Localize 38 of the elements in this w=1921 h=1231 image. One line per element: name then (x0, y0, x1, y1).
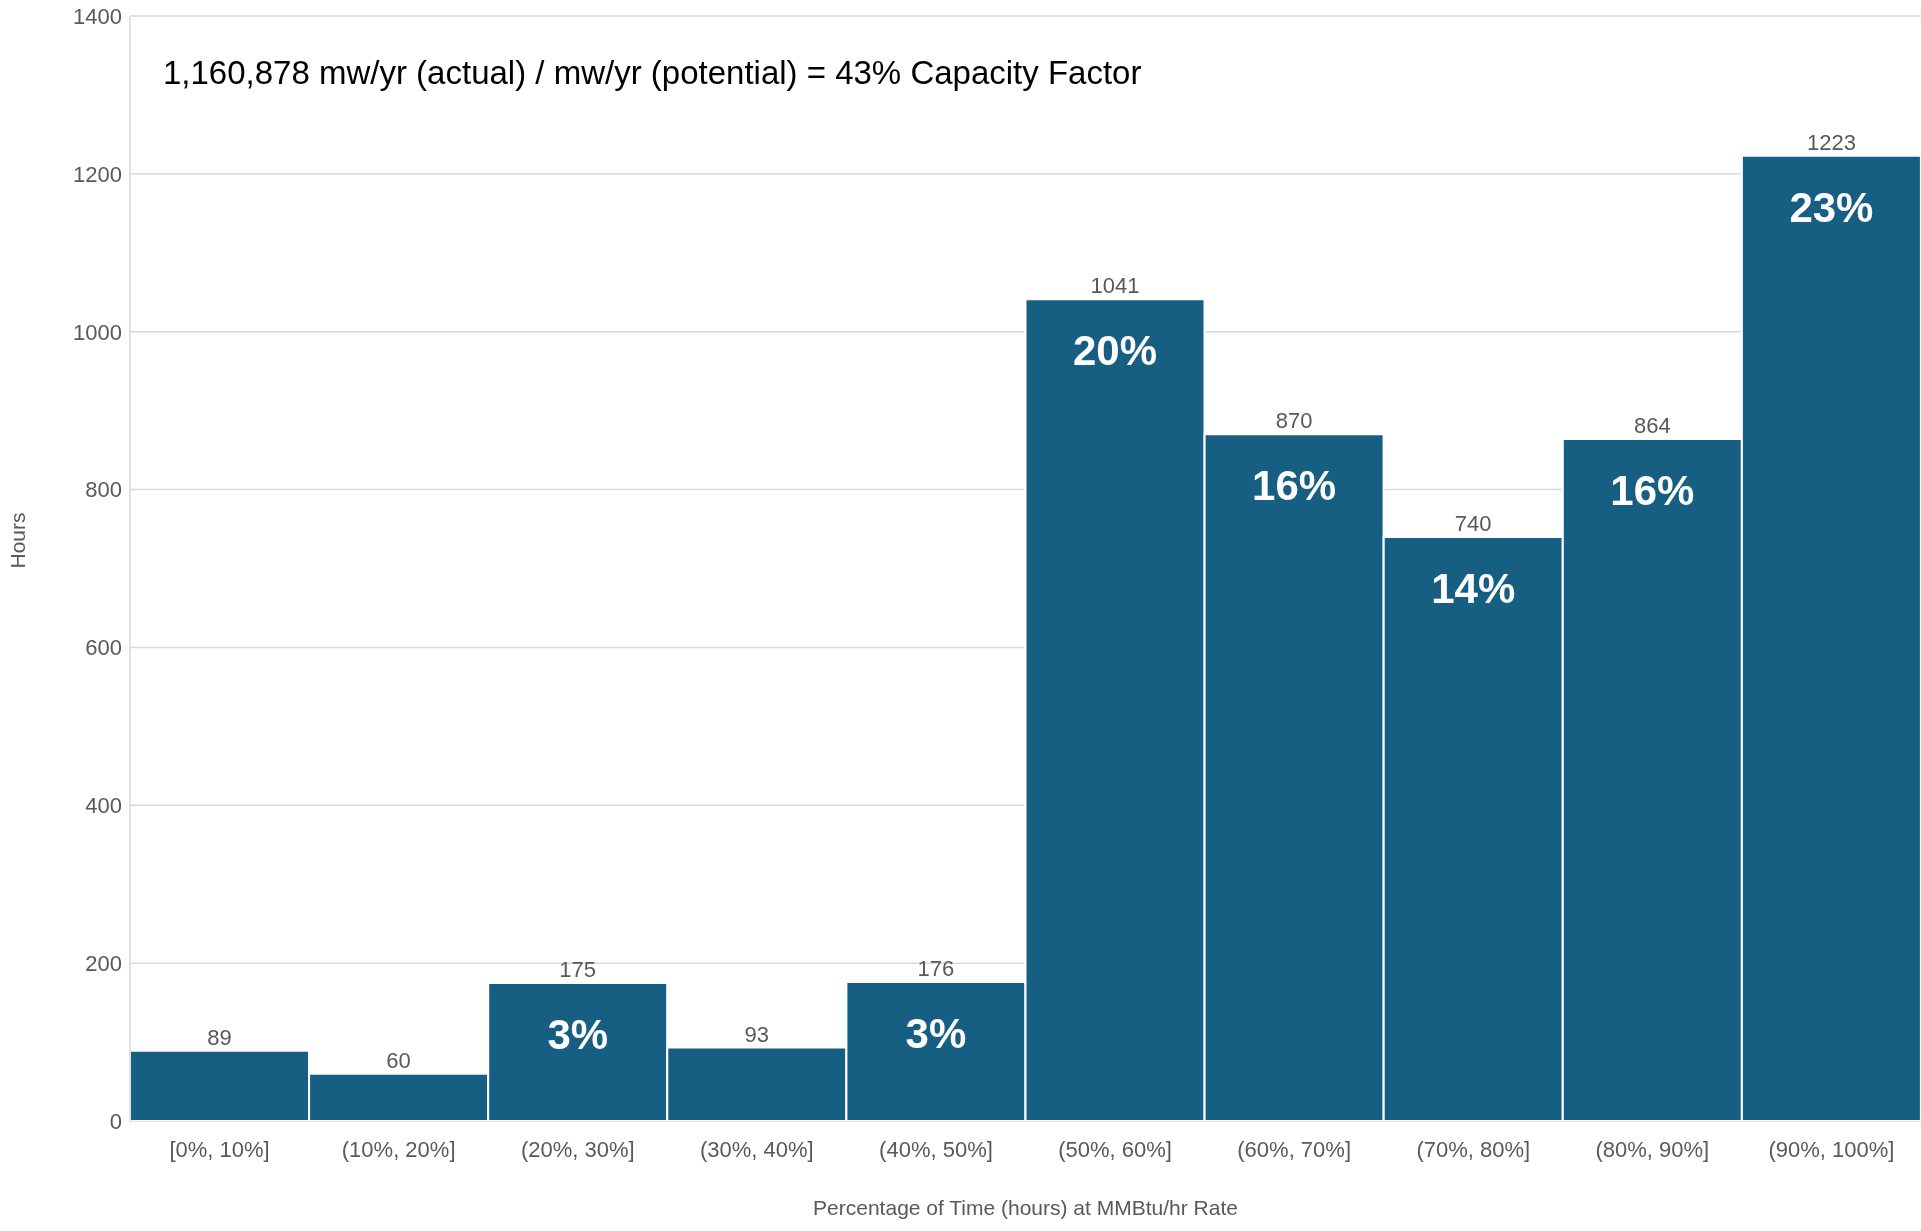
data-label: 93 (744, 1021, 770, 1047)
x-axis-title: Percentage of Time (hours) at MMBtu/hr Rate (813, 1196, 1238, 1219)
y-tick-label: 600 (85, 635, 122, 661)
data-label: 870 (1275, 408, 1313, 434)
y-tick-label: 200 (85, 950, 122, 976)
annotation: 16% (1252, 462, 1337, 510)
y-tick-label: 1200 (73, 161, 122, 187)
annotation: 23% (1789, 183, 1874, 231)
x-tick-label: (60%, 70%] (1237, 1136, 1352, 1162)
y-axis-title: Hours (6, 512, 30, 569)
y-tick-label: 1000 (73, 319, 122, 345)
y-tick-label: 800 (85, 477, 122, 503)
annotation: 14% (1431, 564, 1516, 612)
x-tick-label: (90%, 100%] (1768, 1136, 1895, 1162)
x-tick-label: (70%, 80%] (1416, 1136, 1531, 1162)
y-tick-label: 400 (85, 793, 122, 819)
x-tick-label: (20%, 30%] (520, 1136, 635, 1162)
data-label: 1041 (1090, 273, 1140, 299)
text: 1,160,878 mw/yr (actual) / mw/yr (potential) = 43% Capacity Factor (163, 54, 1142, 92)
x-tick-label: (80%, 90%] (1595, 1136, 1710, 1162)
data-label: 175 (559, 956, 597, 982)
y-tick-label: 0 (109, 1108, 122, 1134)
annotation: 20% (1073, 327, 1158, 375)
data-label: 740 (1454, 510, 1492, 536)
annotation: 3% (905, 1010, 967, 1058)
x-tick-label: (50%, 60%] (1058, 1136, 1172, 1162)
data-label: 864 (1633, 413, 1671, 439)
x-tick-label: [0%, 10%] (169, 1136, 270, 1162)
data-label: 89 (207, 1024, 232, 1050)
x-tick-label: (30%, 40%] (699, 1136, 814, 1162)
data-label: 1223 (1806, 129, 1856, 155)
annotation: 16% (1610, 467, 1695, 515)
data-label: 176 (917, 956, 955, 982)
x-tick-label: (40%, 50%] (879, 1136, 993, 1162)
x-tick-label: (10%, 20%] (341, 1136, 456, 1162)
y-tick-label: 1400 (73, 3, 122, 29)
annotation: 3% (547, 1010, 609, 1058)
data-label: 60 (386, 1047, 411, 1073)
